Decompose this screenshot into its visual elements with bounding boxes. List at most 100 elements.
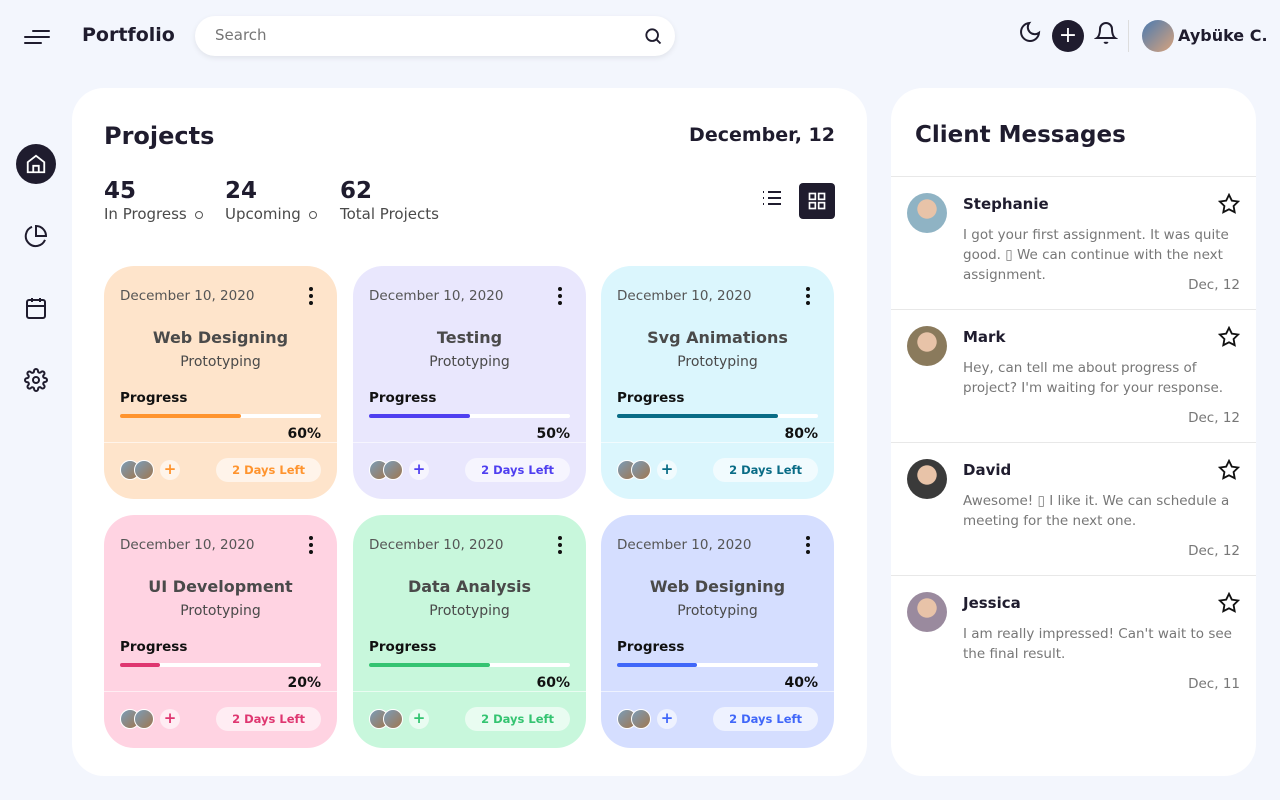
project-type: Prototyping bbox=[429, 603, 510, 619]
more-options-icon[interactable] bbox=[806, 533, 812, 557]
message-date: Dec, 12 bbox=[1188, 543, 1240, 559]
participant-avatar bbox=[383, 460, 403, 480]
star-icon[interactable] bbox=[1218, 592, 1240, 614]
top-bar: Portfolio + Aybüke C. bbox=[0, 0, 1280, 72]
add-participant-button[interactable]: + bbox=[160, 709, 180, 729]
add-button[interactable]: + bbox=[1052, 20, 1084, 52]
message-text: Hey, can tell me about progress of proje… bbox=[963, 360, 1224, 396]
days-left-badge: 2 Days Left bbox=[713, 707, 818, 731]
divider bbox=[601, 691, 834, 692]
progress-percent: 20% bbox=[287, 675, 321, 691]
participant-avatar bbox=[134, 709, 154, 729]
add-participant-button[interactable]: + bbox=[409, 709, 429, 729]
progress-label: Progress bbox=[120, 639, 188, 655]
progress-label: Progress bbox=[369, 390, 437, 406]
participant-avatar bbox=[383, 709, 403, 729]
divider bbox=[104, 442, 337, 443]
project-card[interactable]: December 10, 2020 UI Development Prototy… bbox=[104, 515, 337, 748]
client-avatar bbox=[907, 459, 947, 499]
message-date: Dec, 12 bbox=[1188, 410, 1240, 426]
project-name: Data Analysis bbox=[407, 577, 532, 596]
user-avatar[interactable] bbox=[1142, 20, 1174, 52]
add-participant-button[interactable]: + bbox=[657, 709, 677, 729]
project-name: Web Designing bbox=[649, 577, 786, 596]
add-participant-button[interactable]: + bbox=[160, 460, 180, 480]
project-name: Testing bbox=[436, 328, 503, 347]
grid-view-button[interactable] bbox=[799, 183, 835, 219]
card-date: December 10, 2020 bbox=[120, 288, 255, 304]
days-left-badge: 2 Days Left bbox=[465, 707, 570, 731]
project-type: Prototyping bbox=[180, 354, 261, 370]
progress-label: Progress bbox=[369, 639, 437, 655]
menu-icon[interactable] bbox=[24, 26, 50, 46]
star-icon[interactable] bbox=[1218, 459, 1240, 481]
message-text: I am really impressed! Can't wait to see… bbox=[963, 626, 1232, 662]
more-options-icon[interactable] bbox=[558, 533, 564, 557]
days-left-badge: 2 Days Left bbox=[216, 458, 321, 482]
list-view-icon[interactable] bbox=[760, 186, 784, 210]
notification-bell-icon[interactable] bbox=[1094, 20, 1118, 46]
sidebar-item-home[interactable] bbox=[16, 144, 56, 184]
progress-percent: 40% bbox=[784, 675, 818, 691]
user-name[interactable]: Aybüke C. bbox=[1178, 26, 1268, 45]
message-item[interactable]: Mark Hey, can tell me about progress of … bbox=[891, 309, 1256, 442]
message-item[interactable]: Jessica I am really impressed! Can't wai… bbox=[891, 575, 1256, 708]
sidebar-item-calendar[interactable] bbox=[16, 288, 56, 328]
more-options-icon[interactable] bbox=[806, 284, 812, 308]
more-options-icon[interactable] bbox=[309, 533, 315, 557]
progress-percent: 80% bbox=[784, 426, 818, 442]
project-type: Prototyping bbox=[677, 354, 758, 370]
message-date: Dec, 11 bbox=[1188, 676, 1240, 692]
divider bbox=[1128, 20, 1129, 52]
progress-bar bbox=[617, 663, 818, 667]
app-title: Portfolio bbox=[82, 24, 175, 46]
message-text: I got your first assignment. It was quit… bbox=[963, 227, 1229, 283]
participant-avatar bbox=[134, 460, 154, 480]
client-avatar bbox=[907, 592, 947, 632]
progress-percent: 60% bbox=[287, 426, 321, 442]
stat-total: 62 Total Projects bbox=[340, 178, 439, 223]
project-card[interactable]: December 10, 2020 Web Designing Prototyp… bbox=[104, 266, 337, 499]
project-card[interactable]: December 10, 2020 Data Analysis Prototyp… bbox=[353, 515, 586, 748]
project-type: Prototyping bbox=[429, 354, 510, 370]
sidebar-item-stats[interactable] bbox=[16, 216, 56, 256]
project-card[interactable]: December 10, 2020 Web Designing Prototyp… bbox=[601, 515, 834, 748]
client-name: Mark bbox=[963, 328, 1006, 346]
home-icon bbox=[26, 154, 46, 174]
divider bbox=[353, 691, 586, 692]
search-bar bbox=[195, 16, 675, 56]
star-icon[interactable] bbox=[1218, 193, 1240, 215]
calendar-icon bbox=[26, 298, 46, 319]
message-text: Awesome! ▯ I like it. We can schedule a … bbox=[963, 493, 1230, 529]
sidebar-item-settings[interactable] bbox=[16, 360, 56, 400]
client-messages-panel: Client Messages Stephanie I got your fir… bbox=[891, 88, 1256, 776]
progress-bar bbox=[369, 663, 570, 667]
add-participant-button[interactable]: + bbox=[409, 460, 429, 480]
search-input[interactable] bbox=[215, 26, 615, 44]
progress-bar bbox=[120, 414, 321, 418]
project-name: UI Development bbox=[148, 577, 293, 596]
stat-in-progress: 45 In Progress bbox=[104, 178, 203, 223]
days-left-badge: 2 Days Left bbox=[713, 458, 818, 482]
search-icon[interactable] bbox=[643, 26, 663, 46]
current-date: December, 12 bbox=[689, 124, 835, 146]
client-name: David bbox=[963, 461, 1012, 479]
project-card[interactable]: December 10, 2020 Testing Prototyping Pr… bbox=[353, 266, 586, 499]
more-options-icon[interactable] bbox=[558, 284, 564, 308]
message-item[interactable]: David Awesome! ▯ I like it. We can sched… bbox=[891, 442, 1256, 575]
project-card[interactable]: December 10, 2020 Svg Animations Prototy… bbox=[601, 266, 834, 499]
divider bbox=[353, 442, 586, 443]
progress-label: Progress bbox=[617, 639, 685, 655]
message-item[interactable]: Stephanie I got your first assignment. I… bbox=[891, 176, 1256, 309]
page-title: Projects bbox=[104, 122, 215, 150]
project-name: Svg Animations bbox=[647, 328, 788, 347]
dark-mode-moon-icon[interactable] bbox=[1018, 20, 1042, 44]
card-date: December 10, 2020 bbox=[369, 537, 504, 553]
more-options-icon[interactable] bbox=[309, 284, 315, 308]
participant-avatar bbox=[631, 460, 651, 480]
project-type: Prototyping bbox=[677, 603, 758, 619]
client-name: Jessica bbox=[963, 594, 1021, 612]
add-participant-button[interactable]: + bbox=[657, 460, 677, 480]
star-icon[interactable] bbox=[1218, 326, 1240, 348]
progress-label: Progress bbox=[617, 390, 685, 406]
